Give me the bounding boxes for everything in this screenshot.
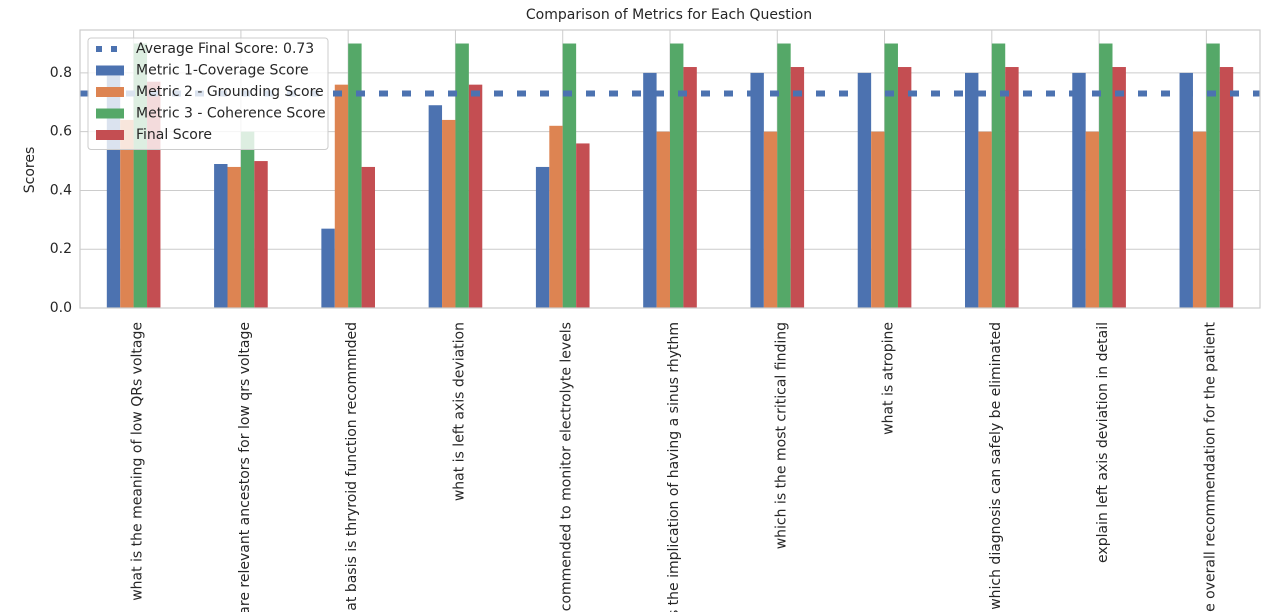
bar xyxy=(562,43,577,308)
bar xyxy=(1112,67,1126,308)
legend-label: Metric 3 - Coherence Score xyxy=(136,106,326,122)
legend-label: Average Final Score: 0.73 xyxy=(136,41,314,57)
x-tick-label: explain left axis deviation in detail xyxy=(1095,322,1111,563)
bar xyxy=(348,43,362,308)
y-tick-label: 0.4 xyxy=(50,182,72,198)
legend-swatch xyxy=(96,65,124,76)
x-tick-label: what is atropine xyxy=(881,322,897,435)
legend-swatch xyxy=(96,130,124,140)
bar xyxy=(334,84,349,308)
x-tick-label: what is the meaning of low QRs voltage xyxy=(130,322,146,601)
x-tick-label: recommended to monitor electrolyte level… xyxy=(559,322,575,612)
bar xyxy=(214,164,228,308)
legend-swatch xyxy=(96,87,124,97)
bar xyxy=(535,166,550,308)
bar xyxy=(1085,131,1100,308)
x-tick-label: which diagnosis can safely be eliminated xyxy=(988,322,1004,610)
bar xyxy=(455,43,469,308)
x-tick-label: what is left axis deviation xyxy=(451,322,467,501)
bar xyxy=(643,72,657,308)
bar xyxy=(871,131,885,308)
bar xyxy=(1179,72,1193,308)
bar xyxy=(670,43,684,308)
bar xyxy=(361,166,375,308)
y-tick-label: 0.2 xyxy=(50,241,72,257)
bar xyxy=(120,119,134,308)
plot-frame xyxy=(79,29,1261,309)
legend-label: Metric 1-Coverage Score xyxy=(136,63,309,79)
bar xyxy=(468,84,483,308)
y-tick-label: 0.6 xyxy=(50,124,72,140)
bar xyxy=(442,119,456,308)
bar xyxy=(656,131,670,308)
x-tick-label: the overall recommendation for the patie… xyxy=(1202,322,1218,612)
x-tick-label: what basis is thryroid function recommnd… xyxy=(344,322,360,612)
bar xyxy=(549,125,563,308)
bar xyxy=(1099,43,1113,308)
bar xyxy=(1005,67,1019,308)
bar xyxy=(857,72,872,308)
bar xyxy=(240,131,255,308)
bar xyxy=(227,166,241,308)
bar xyxy=(1192,131,1207,308)
y-tick-label: 0.0 xyxy=(50,300,72,316)
x-tick-label: t is the implication of having a sinus r… xyxy=(666,322,682,612)
legend-label: Metric 2 - Grounding Score xyxy=(136,84,324,100)
legend-box xyxy=(87,37,329,150)
bar xyxy=(1219,67,1234,308)
legend: Average Final Score: 0.73 Metric 1-Covera… xyxy=(87,37,329,150)
bar xyxy=(750,72,764,308)
bar xyxy=(1206,43,1220,308)
bar xyxy=(321,228,335,308)
y-tick-label: 0.8 xyxy=(50,65,72,81)
legend-swatch xyxy=(96,108,124,119)
x-tick-label: t are relevant ancestors for low qrs vol… xyxy=(237,322,253,612)
bar xyxy=(978,131,992,308)
x-tick-label: which is the most critical finding xyxy=(773,322,789,549)
bar xyxy=(777,43,791,308)
bar xyxy=(991,43,1006,308)
bar xyxy=(1072,72,1086,308)
bar xyxy=(884,43,898,308)
legend-label: Final Score xyxy=(136,127,212,143)
y-axis-label: Scores xyxy=(22,147,38,194)
chart-title: Comparison of Metrics for Each Question xyxy=(526,7,812,23)
bar xyxy=(428,105,443,309)
bar xyxy=(897,67,912,308)
bar xyxy=(683,67,697,308)
bar xyxy=(965,72,979,308)
bar xyxy=(763,131,778,308)
bar xyxy=(576,143,590,308)
bar xyxy=(254,161,268,308)
bar xyxy=(790,67,805,308)
